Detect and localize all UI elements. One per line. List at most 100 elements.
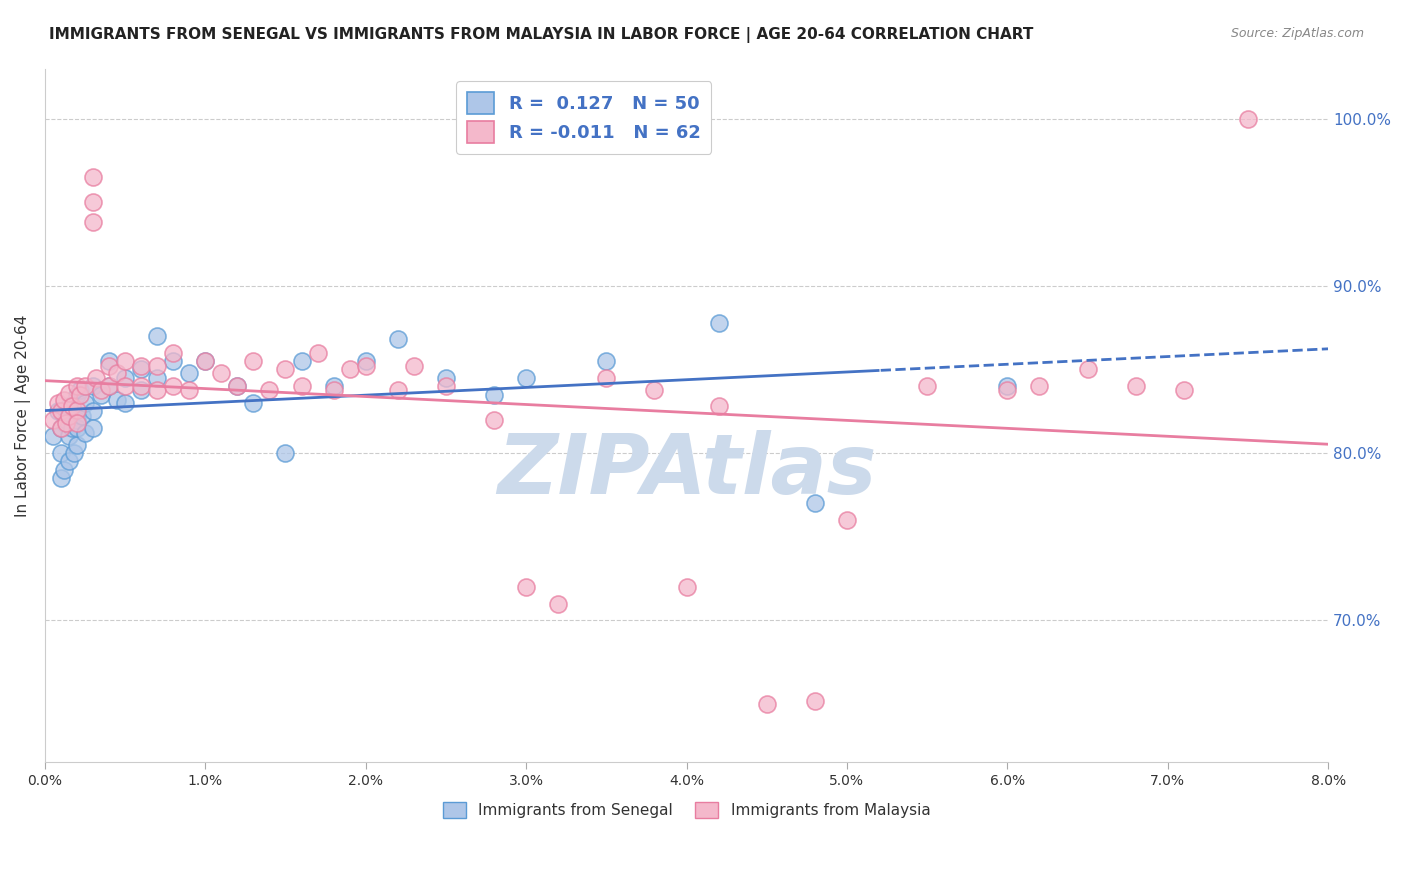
Point xyxy=(73,396,96,410)
Point xyxy=(42,429,65,443)
Point xyxy=(307,345,329,359)
Point xyxy=(226,379,249,393)
Point xyxy=(49,421,72,435)
Point xyxy=(242,396,264,410)
Point xyxy=(707,399,730,413)
Point xyxy=(274,446,297,460)
Point xyxy=(49,404,72,418)
Point xyxy=(162,345,184,359)
Point xyxy=(1173,383,1195,397)
Point xyxy=(162,379,184,393)
Point xyxy=(114,396,136,410)
Point xyxy=(707,316,730,330)
Point xyxy=(129,359,152,373)
Point xyxy=(209,366,232,380)
Point xyxy=(339,362,361,376)
Point xyxy=(53,463,76,477)
Point xyxy=(69,383,91,397)
Point xyxy=(226,379,249,393)
Point xyxy=(146,383,169,397)
Point xyxy=(434,371,457,385)
Point xyxy=(290,379,312,393)
Point xyxy=(515,580,537,594)
Text: Source: ZipAtlas.com: Source: ZipAtlas.com xyxy=(1230,27,1364,40)
Point xyxy=(129,383,152,397)
Point xyxy=(129,362,152,376)
Point xyxy=(434,379,457,393)
Point xyxy=(66,379,89,393)
Point xyxy=(90,387,112,401)
Point xyxy=(98,379,121,393)
Point xyxy=(82,421,104,435)
Point xyxy=(82,215,104,229)
Point xyxy=(98,359,121,373)
Point xyxy=(162,354,184,368)
Point xyxy=(84,371,107,385)
Point xyxy=(482,412,505,426)
Point xyxy=(995,379,1018,393)
Point xyxy=(915,379,938,393)
Point xyxy=(1237,112,1260,126)
Point xyxy=(194,354,217,368)
Point xyxy=(322,379,344,393)
Point xyxy=(53,392,76,407)
Point xyxy=(835,513,858,527)
Point xyxy=(995,383,1018,397)
Point xyxy=(755,697,778,711)
Point xyxy=(58,429,80,443)
Point xyxy=(82,170,104,185)
Point xyxy=(354,359,377,373)
Point xyxy=(179,366,201,380)
Point xyxy=(73,379,96,393)
Point xyxy=(387,383,409,397)
Point xyxy=(49,421,72,435)
Point xyxy=(1125,379,1147,393)
Point xyxy=(804,693,827,707)
Point xyxy=(482,387,505,401)
Point xyxy=(259,383,281,397)
Point xyxy=(675,580,697,594)
Point xyxy=(146,329,169,343)
Point xyxy=(58,385,80,400)
Point xyxy=(643,383,665,397)
Point xyxy=(804,496,827,510)
Point xyxy=(354,354,377,368)
Point xyxy=(58,454,80,468)
Point xyxy=(82,404,104,418)
Point xyxy=(547,597,569,611)
Point xyxy=(49,446,72,460)
Point xyxy=(69,387,91,401)
Text: ZIPAtlas: ZIPAtlas xyxy=(496,431,876,511)
Point xyxy=(82,379,104,393)
Point xyxy=(114,354,136,368)
Point xyxy=(66,416,89,430)
Point xyxy=(46,396,69,410)
Point xyxy=(98,379,121,393)
Point xyxy=(58,409,80,424)
Point xyxy=(146,359,169,373)
Point xyxy=(242,354,264,368)
Point xyxy=(595,354,617,368)
Point xyxy=(179,383,201,397)
Point xyxy=(66,438,89,452)
Point xyxy=(66,421,89,435)
Point xyxy=(66,402,89,417)
Point xyxy=(129,379,152,393)
Point xyxy=(387,332,409,346)
Point xyxy=(66,412,89,426)
Point xyxy=(1028,379,1050,393)
Point xyxy=(290,354,312,368)
Point xyxy=(55,416,77,430)
Point xyxy=(274,362,297,376)
Point xyxy=(515,371,537,385)
Point xyxy=(62,446,84,460)
Point xyxy=(105,366,128,380)
Point xyxy=(46,404,69,418)
Point xyxy=(322,383,344,397)
Point xyxy=(55,412,77,426)
Legend: Immigrants from Senegal, Immigrants from Malaysia: Immigrants from Senegal, Immigrants from… xyxy=(436,796,936,824)
Point xyxy=(70,409,93,424)
Point xyxy=(82,195,104,210)
Point xyxy=(1076,362,1098,376)
Point xyxy=(90,383,112,397)
